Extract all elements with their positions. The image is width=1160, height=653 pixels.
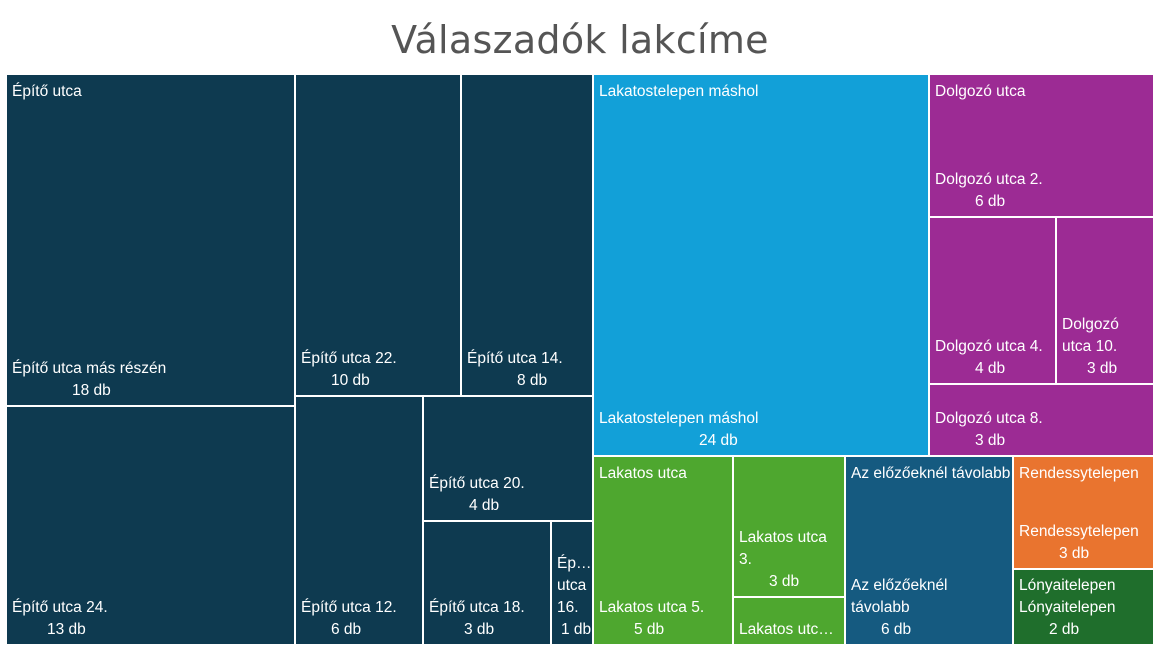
treemap-cell-epito-utca-14[interactable]: Építő utca 14. 8 db <box>461 74 593 396</box>
group-label: Lakatostelepen máshol <box>599 83 759 100</box>
group-label: Építő utca <box>12 83 82 100</box>
leaf-label: Dolgozó utca 4. 4 db <box>935 336 1043 380</box>
leaf-label: Dolgozó utca 10. 3 db <box>1062 314 1119 380</box>
leaf-value: 1 db <box>561 621 592 638</box>
leaf-label: Építő utca 18. 3 db <box>429 597 525 641</box>
leaf-value: 6 db <box>881 621 912 638</box>
leaf-label: Dolgozó utca 2. 6 db <box>935 169 1043 213</box>
group-label: Lakatos utca <box>599 465 687 482</box>
treemap-cell-az-elozoeknel-tavolabb[interactable]: Az előzőeknél távolabb Az előzőeknél távol… <box>845 456 1013 645</box>
treemap-cell-epito-utca-18[interactable]: Építő utca 18. 3 db <box>423 521 551 645</box>
leaf-label: Építő utca más részén 18 db <box>12 358 166 402</box>
leaf-label: Lakatostelepen máshol 24 db <box>599 408 758 452</box>
treemap-cell-epito-utca-20[interactable]: Építő utca 20. 4 db <box>423 396 593 521</box>
leaf-value: 13 db <box>47 621 86 638</box>
chart-title: Válaszadók lakcíme <box>391 18 769 62</box>
leaf-value: 3 db <box>769 573 800 590</box>
treemap-cell-lakatos-utca-5[interactable]: Lakatos utca Lakatos utca 5. 5 db <box>593 456 733 645</box>
leaf-label: Építő utca 14. 8 db <box>467 348 563 392</box>
group-label: Rendessytelepen <box>1019 465 1139 482</box>
leaf-label: Lakatos utca 3. 3 db <box>739 527 827 593</box>
treemap-cell-lakatos-utc[interactable]: Lakatos utc… <box>733 597 845 645</box>
treemap-cell-lonyaitelepen[interactable]: Lónyaitelepen Lónyaitelepen 2 db <box>1013 569 1154 645</box>
leaf-value: 3 db <box>464 621 495 638</box>
treemap-cell-ep-utca-16[interactable]: Ép… utca 16. 1 db <box>551 521 593 645</box>
leaf-label: Építő utca 24. 13 db <box>12 597 108 641</box>
leaf-value: 6 db <box>975 193 1006 210</box>
group-label: Az előzőeknél távolabb <box>851 465 1011 482</box>
leaf-value: 24 db <box>699 432 738 449</box>
treemap-cell-dolgozo-utca-4[interactable]: Dolgozó utca 4. 4 db <box>929 217 1056 384</box>
leaf-label: Építő utca 12. 6 db <box>301 597 397 641</box>
leaf-value: 3 db <box>1087 360 1118 377</box>
leaf-label: Ép… utca 16. 1 db <box>557 553 591 641</box>
treemap-cell-epito-utca-24[interactable]: Építő utca 24. 13 db <box>6 406 295 645</box>
group-label: Dolgozó utca <box>935 83 1026 100</box>
leaf-value: 4 db <box>975 360 1006 377</box>
treemap-cell-dolgozo-utca-2[interactable]: Dolgozó utca Dolgozó utca 2. 6 db <box>929 74 1154 217</box>
treemap-cell-lakatostelepen-mashol[interactable]: Lakatostelepen máshol Lakatostelepen másh… <box>593 74 929 456</box>
treemap-cell-dolgozo-utca-8[interactable]: Dolgozó utca 8. 3 db <box>929 384 1154 456</box>
leaf-value: 5 db <box>634 621 665 638</box>
leaf-value: 8 db <box>517 372 548 389</box>
leaf-value: 4 db <box>469 497 500 514</box>
leaf-label: Lakatos utc… <box>739 621 834 638</box>
leaf-value: 3 db <box>975 432 1006 449</box>
leaf-label: Lónyaitelepen Lónyaitelepen 2 db <box>1019 575 1116 641</box>
treemap-cell-dolgozo-utca-10[interactable]: Dolgozó utca 10. 3 db <box>1056 217 1154 384</box>
leaf-value: 18 db <box>72 382 111 399</box>
treemap-cell-epito-utca-12[interactable]: Építő utca 12. 6 db <box>295 396 423 645</box>
leaf-label: Építő utca 20. 4 db <box>429 473 525 517</box>
leaf-label: Dolgozó utca 8. 3 db <box>935 408 1043 452</box>
leaf-label: Építő utca 22. 10 db <box>301 348 397 392</box>
leaf-label: Rendessytelepen 3 db <box>1019 521 1139 565</box>
leaf-value: 3 db <box>1059 545 1090 562</box>
treemap-cell-rendessytelepen[interactable]: Rendessytelepen Rendessytelepen 3 db <box>1013 456 1154 569</box>
treemap-cell-epito-utca-22[interactable]: Építő utca 22. 10 db <box>295 74 461 396</box>
leaf-value: 6 db <box>331 621 362 638</box>
leaf-label: Lakatos utca 5. 5 db <box>599 597 704 641</box>
treemap-cell-lakatos-utca-3[interactable]: Lakatos utca 3. 3 db <box>733 456 845 597</box>
treemap-cell-epito-utca-mas-reszen[interactable]: Építő utca Építő utca más részén 18 db <box>6 74 295 406</box>
leaf-label: Az előzőeknél távolabb 6 db <box>851 575 948 641</box>
leaf-value: 10 db <box>331 372 370 389</box>
leaf-value: 2 db <box>1049 621 1080 638</box>
